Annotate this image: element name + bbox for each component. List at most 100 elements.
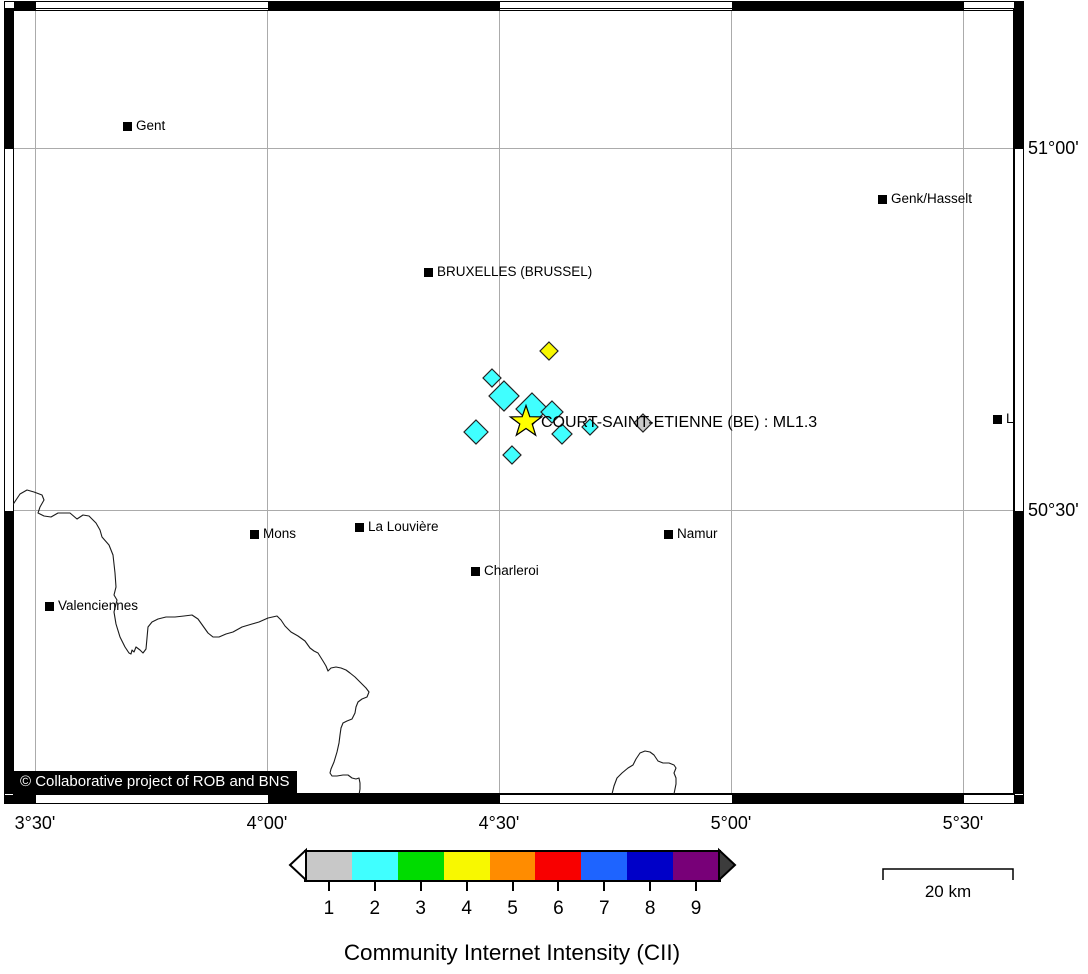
- gridline-vertical: [963, 9, 964, 793]
- colorbar-segment: [306, 852, 352, 880]
- frame-segment: [5, 9, 13, 149]
- colorbar-number: 4: [461, 898, 472, 919]
- intensity-diamond: [633, 413, 653, 433]
- city-label: BRUXELLES (BRUSSEL): [437, 264, 593, 279]
- colorbar-tick: [603, 882, 606, 891]
- cii-colorbar: [304, 850, 721, 882]
- frame-segment: [14, 795, 36, 803]
- city-label: Valenciennes: [58, 598, 139, 613]
- colorbar-number: 6: [553, 898, 564, 919]
- frame-segment: [732, 2, 964, 10]
- colorbar-tick: [419, 882, 422, 891]
- intensity-diamond: [539, 341, 559, 361]
- colorbar-tick: [327, 882, 330, 891]
- city-marker: [250, 530, 259, 539]
- map-frame-top: [4, 1, 1024, 11]
- intensity-diamond: [482, 368, 502, 388]
- city-label: Charleroi: [484, 563, 539, 578]
- colorbar-number: 8: [644, 898, 656, 919]
- gridline-horizontal: [14, 148, 1013, 149]
- colorbar-tick: [695, 882, 698, 891]
- city-marker: [878, 195, 887, 204]
- colorbar-number: 2: [369, 898, 381, 919]
- frame-segment: [268, 2, 500, 10]
- colorbar-segment: [443, 852, 490, 880]
- x-axis-label: 4°30': [478, 813, 520, 833]
- colorbar-segment: [535, 852, 582, 880]
- copyright-bar: © Collaborative project of ROB and BNS: [13, 771, 297, 793]
- frame-segment: [500, 2, 732, 10]
- frame-segment: [964, 795, 1014, 803]
- decorations-layer: [288, 847, 1014, 883]
- intensity-diamond: [463, 419, 489, 445]
- colorbar-segment: [351, 852, 398, 880]
- frame-segment: [1015, 511, 1023, 794]
- x-axis-label: 5°30': [942, 813, 984, 833]
- intensity-diamond: [581, 418, 599, 436]
- city-label: Genk/Hasselt: [891, 191, 973, 206]
- colorbar-segment: [397, 852, 444, 880]
- gridline-vertical: [731, 9, 732, 793]
- colorbar-tick: [557, 882, 560, 891]
- colorbar-tick: [649, 882, 652, 891]
- country-border-givet-salient: [611, 750, 677, 794]
- frame-segment: [500, 795, 732, 803]
- city-marker: [355, 523, 364, 532]
- frame-segment: [1015, 149, 1023, 511]
- city-label: L: [1006, 411, 1014, 426]
- colorbar-segment: [627, 852, 674, 880]
- x-axis-label: 4°00': [246, 813, 288, 833]
- city-marker: [471, 567, 480, 576]
- city-marker: [123, 122, 132, 131]
- y-axis-label: 51°00': [1028, 138, 1079, 158]
- colorbar-number: 1: [323, 898, 335, 919]
- gridline-vertical: [267, 9, 268, 793]
- colorbar-segment: [489, 852, 536, 880]
- x-axis-label: 3°30': [14, 813, 56, 833]
- city-label: Gent: [136, 118, 166, 133]
- city-marker: [993, 415, 1002, 424]
- frame-segment: [36, 2, 268, 10]
- colorbar-tick: [511, 882, 514, 891]
- colorbar-left-arrow: [288, 847, 307, 883]
- scalebar-label: 20 km: [924, 882, 972, 901]
- frame-segment: [5, 511, 13, 794]
- intensity-diamond: [488, 380, 520, 412]
- frame-segment: [732, 795, 964, 803]
- colorbar-number: 5: [507, 898, 518, 919]
- map-frame-right: [1014, 8, 1024, 796]
- intensity-points-layer: [463, 341, 653, 465]
- frame-segment: [5, 149, 13, 511]
- epicenter-label: COURT-SAINT-ETIENNE (BE) : ML1.3: [541, 414, 818, 431]
- colorbar-segment: [581, 852, 628, 880]
- intensity-diamond: [502, 445, 522, 465]
- frame-segment: [14, 2, 36, 10]
- frame-segment: [964, 2, 1014, 10]
- gridline-vertical: [35, 9, 36, 793]
- colorbar-right-arrow: [718, 847, 737, 883]
- city-marker: [424, 268, 433, 277]
- colorbar-tick: [373, 882, 376, 891]
- map-inner-border: [13, 8, 1014, 794]
- frame-segment: [5, 2, 14, 10]
- frame-segment: [1014, 795, 1023, 803]
- gridline-horizontal: [14, 510, 1013, 511]
- intensity-diamond: [551, 423, 573, 445]
- colorbar-segment: [673, 852, 720, 880]
- legend-title: Community Internet Intensity (CII): [343, 940, 681, 965]
- frame-segment: [5, 795, 14, 803]
- frame-segment: [268, 795, 500, 803]
- frame-segment: [1015, 9, 1023, 149]
- colorbar-number: 9: [690, 898, 702, 919]
- city-marker: [664, 530, 673, 539]
- city-label: Namur: [677, 526, 718, 541]
- city-label: Mons: [263, 526, 297, 541]
- frame-segment: [36, 795, 268, 803]
- city-label: La Louvière: [368, 519, 439, 534]
- country-border-france-belgium: [13, 489, 370, 794]
- y-axis-label: 50°30': [1028, 500, 1079, 520]
- city-marker: [45, 602, 54, 611]
- x-axis-label: 5°00': [710, 813, 752, 833]
- map-frame-bottom: [4, 794, 1024, 804]
